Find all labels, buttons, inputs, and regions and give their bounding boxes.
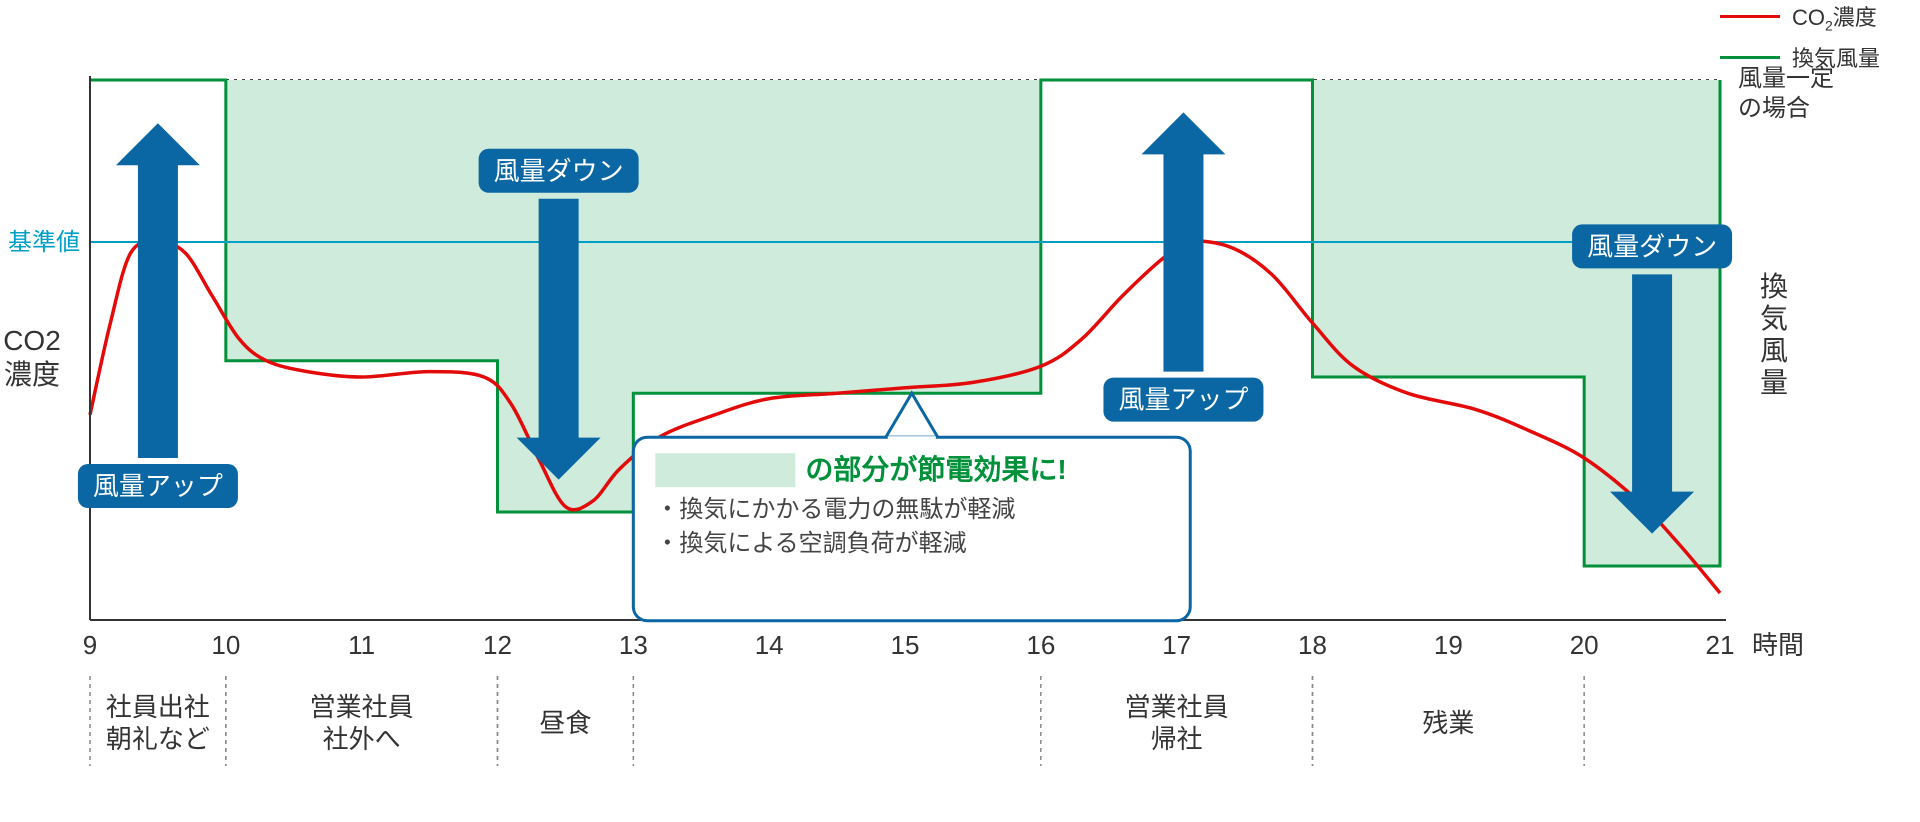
x-tick-label: 18 <box>1298 630 1327 660</box>
arrow-up-icon <box>116 123 200 458</box>
callout-title: の部分が節電効果に! <box>805 453 1066 485</box>
period-label: 営業社員 <box>310 692 414 722</box>
y-right-label: 風 <box>1760 335 1788 366</box>
x-axis-label: 時間 <box>1752 630 1804 660</box>
callout-swatch <box>655 453 795 487</box>
x-tick-label: 20 <box>1570 630 1599 660</box>
constant-airflow-label: の場合 <box>1738 95 1810 122</box>
period-label: 社員出社 <box>106 692 210 722</box>
x-tick-label: 19 <box>1434 630 1463 660</box>
x-tick-label: 17 <box>1162 630 1191 660</box>
x-tick-label: 21 <box>1706 630 1735 660</box>
arrow-badge-label: 風量アップ <box>1118 385 1248 415</box>
y-right-label: 気 <box>1760 303 1788 334</box>
callout-bullet: ・換気による空調負荷が軽減 <box>655 530 966 557</box>
x-tick-label: 15 <box>891 630 920 660</box>
y-left-label: 濃度 <box>4 359 60 390</box>
period-label: 残業 <box>1422 708 1474 738</box>
arrow-badge-label: 風量ダウン <box>494 156 624 186</box>
x-tick-label: 11 <box>348 630 375 660</box>
x-tick-label: 14 <box>755 630 784 660</box>
constant-airflow-label: 風量一定 <box>1738 65 1834 92</box>
period-label: 社外へ <box>323 724 401 754</box>
x-tick-label: 16 <box>1026 630 1055 660</box>
x-tick-label: 12 <box>483 630 512 660</box>
y-left-label: CO2 <box>3 325 61 356</box>
period-label: 営業社員 <box>1125 692 1229 722</box>
period-label: 昼食 <box>539 708 591 738</box>
x-tick-label: 13 <box>619 630 648 660</box>
arrow-badge-label: 風量アップ <box>93 471 223 501</box>
callout-pointer <box>886 393 938 437</box>
y-right-label: 量 <box>1760 367 1788 398</box>
y-right-label: 換 <box>1760 271 1788 302</box>
x-tick-label: 9 <box>83 630 97 660</box>
chart: 基準値9101112131415161718192021時間CO2濃度換気風量風… <box>0 0 1920 822</box>
x-tick-label: 10 <box>211 630 240 660</box>
arrow-badge-label: 風量ダウン <box>1587 231 1717 261</box>
callout-bullet: ・換気にかかる電力の無駄が軽減 <box>655 496 1015 523</box>
period-label: 朝礼など <box>106 724 210 754</box>
period-label: 帰社 <box>1151 724 1203 754</box>
reference-label: 基準値 <box>8 229 80 256</box>
